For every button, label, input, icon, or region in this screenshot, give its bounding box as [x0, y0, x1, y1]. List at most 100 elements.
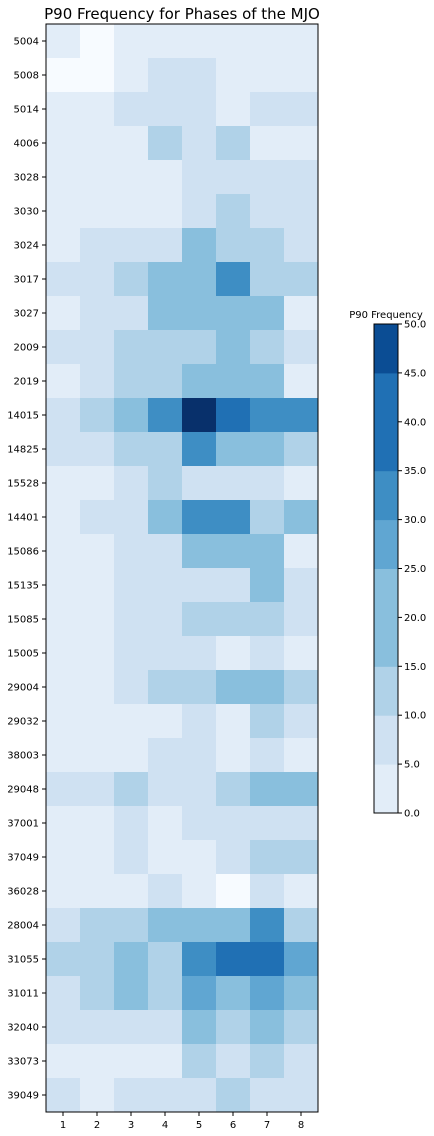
heatmap-cell: [284, 1078, 319, 1113]
heatmap-cell: [114, 602, 149, 637]
heatmap-cell: [182, 840, 217, 875]
heatmap-cell: [250, 908, 285, 943]
heatmap-cell: [250, 126, 285, 161]
heatmap-cell: [114, 398, 149, 433]
heatmap-cell: [250, 500, 285, 535]
y-tick-label: 29048: [7, 785, 39, 796]
x-tick-label: 7: [264, 1120, 270, 1131]
heatmap-cell: [80, 126, 115, 161]
y-tick-label: 15005: [7, 649, 39, 660]
colorbar-segment: [374, 519, 398, 569]
heatmap-cell: [148, 228, 183, 263]
heatmap-cell: [182, 160, 217, 195]
heatmap-cell: [148, 1010, 183, 1045]
heatmap-cell: [80, 874, 115, 909]
heatmap-cell: [148, 126, 183, 161]
heatmap-cell: [80, 432, 115, 467]
heatmap-cell: [148, 942, 183, 977]
heatmap-cell: [182, 568, 217, 603]
heatmap-cell: [284, 432, 319, 467]
plot-frame: [45, 23, 319, 1113]
x-tick-label: 5: [196, 1120, 202, 1131]
heatmap-cell: [46, 194, 81, 229]
heatmap-cell: [216, 670, 251, 705]
heatmap-cell: [250, 568, 285, 603]
heatmap-cell: [148, 704, 183, 739]
heatmap-cell: [284, 24, 319, 59]
heatmap-cell: [114, 58, 149, 93]
heatmap-cell: [284, 500, 319, 535]
heatmap-cell: [80, 228, 115, 263]
heatmap-cell: [46, 1078, 81, 1113]
heatmap-cell: [182, 194, 217, 229]
heatmap-cell: [182, 330, 217, 365]
heatmap-cell: [46, 976, 81, 1011]
y-tick-label: 33073: [7, 1057, 39, 1068]
heatmap-cell: [182, 738, 217, 773]
heatmap-cell: [46, 534, 81, 569]
y-tick-label: 29032: [7, 717, 39, 728]
heatmap-cell: [148, 466, 183, 501]
heatmap-cell: [80, 704, 115, 739]
colorbar-tick-label: 5.0: [404, 760, 420, 771]
heatmap-cell: [182, 126, 217, 161]
heatmap-cell: [114, 24, 149, 59]
heatmap-cell: [148, 160, 183, 195]
heatmap-cell: [182, 1010, 217, 1045]
heatmap-cell: [182, 602, 217, 637]
colorbar-tick-label: 40.0: [404, 417, 426, 428]
heatmap-cell: [80, 466, 115, 501]
heatmap-cell: [284, 126, 319, 161]
colorbar-segment: [374, 666, 398, 716]
heatmap-cell: [216, 58, 251, 93]
colorbar-tick-label: 10.0: [404, 711, 426, 722]
heatmap-cell: [250, 296, 285, 331]
y-tick-label: 5004: [14, 37, 39, 48]
heatmap-cell: [284, 874, 319, 909]
heatmap-cell: [46, 58, 81, 93]
heatmap-cell: [284, 568, 319, 603]
heatmap-cell: [148, 24, 183, 59]
heatmap-cell: [216, 92, 251, 127]
heatmap-cell: [148, 194, 183, 229]
heatmap-cell: [114, 1078, 149, 1113]
x-tick-label: 1: [60, 1120, 66, 1131]
heatmap-cell: [46, 704, 81, 739]
y-tick-label: 2019: [14, 377, 39, 388]
heatmap-cell: [80, 942, 115, 977]
heatmap-cell: [182, 636, 217, 671]
heatmap-cell: [284, 1044, 319, 1079]
heatmap-cell: [250, 398, 285, 433]
heatmap-cell: [148, 772, 183, 807]
x-tick-label: 2: [94, 1120, 100, 1131]
heatmap-cell: [148, 364, 183, 399]
heatmap-cell: [284, 1010, 319, 1045]
heatmap-cell: [80, 364, 115, 399]
colorbar-segment: [374, 568, 398, 618]
heatmap-cell: [114, 874, 149, 909]
heatmap-cell: [80, 670, 115, 705]
heatmap-cell: [182, 534, 217, 569]
heatmap-cell: [216, 636, 251, 671]
heatmap-cell: [46, 330, 81, 365]
heatmap-cell: [250, 534, 285, 569]
heatmap-cell: [114, 772, 149, 807]
heatmap-cell: [182, 976, 217, 1011]
heatmap-cell: [114, 262, 149, 297]
heatmap-cell: [148, 874, 183, 909]
heatmap-cell: [80, 602, 115, 637]
y-tick-label: 39049: [7, 1091, 39, 1102]
heatmap-cell: [148, 296, 183, 331]
heatmap-cell: [80, 262, 115, 297]
heatmap-cell: [182, 58, 217, 93]
heatmap-cell: [216, 364, 251, 399]
heatmap-cell: [216, 432, 251, 467]
heatmap-cell: [182, 772, 217, 807]
heatmap-cell: [284, 296, 319, 331]
heatmap-cell: [216, 466, 251, 501]
heatmap-cell: [148, 1078, 183, 1113]
heatmap-cell: [46, 92, 81, 127]
heatmap-cell: [182, 908, 217, 943]
heatmap-cell: [80, 296, 115, 331]
